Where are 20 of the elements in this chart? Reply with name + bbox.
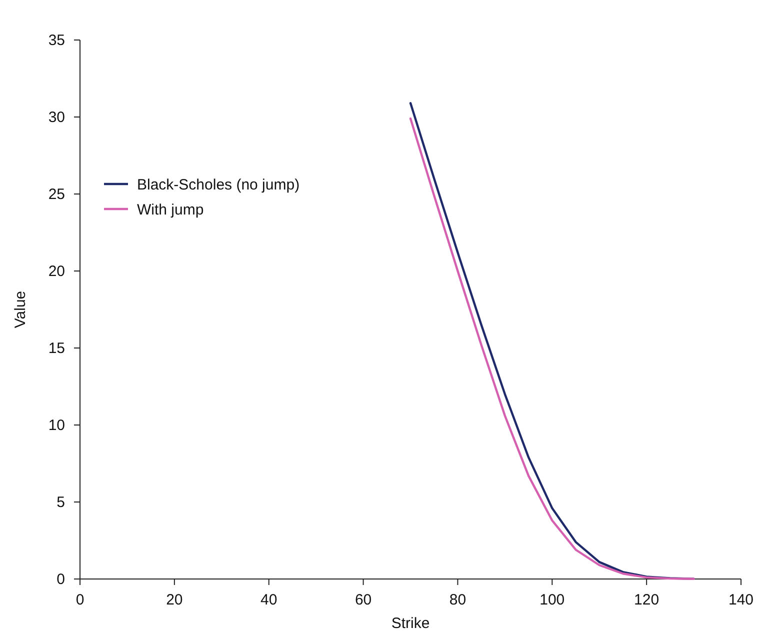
x-tick-label: 60 [354, 592, 372, 608]
y-tick-label: 10 [48, 416, 65, 434]
x-tick-label: 20 [166, 592, 183, 608]
x-tick-label: 40 [260, 592, 278, 608]
y-axis-title: Value [12, 290, 29, 328]
y-tick-label: 0 [56, 570, 65, 588]
y-tick-label: 35 [48, 32, 65, 49]
x-tick-label: 140 [728, 592, 754, 608]
y-tick-label: 20 [48, 262, 65, 280]
x-tick-label: 120 [634, 592, 660, 608]
x-tick-label: 0 [76, 592, 84, 608]
y-tick-label: 15 [48, 340, 65, 357]
legend-label: Black-Scholes (no jump) [137, 176, 300, 194]
legend-label: With jump [137, 201, 204, 218]
x-axis-title: Strike [391, 615, 430, 631]
y-tick-label: 5 [56, 494, 65, 511]
x-tick-label: 80 [449, 592, 466, 608]
y-tick-label: 30 [48, 108, 65, 126]
x-tick-label: 100 [540, 592, 565, 608]
y-tick-label: 25 [48, 186, 65, 203]
